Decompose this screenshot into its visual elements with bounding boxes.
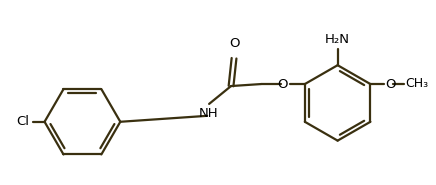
Text: NH: NH xyxy=(198,107,218,120)
Text: O: O xyxy=(277,78,288,91)
Text: Cl: Cl xyxy=(17,115,30,128)
Text: O: O xyxy=(385,78,396,91)
Text: O: O xyxy=(229,37,239,50)
Text: H₂N: H₂N xyxy=(325,33,350,46)
Text: CH₃: CH₃ xyxy=(405,77,429,90)
